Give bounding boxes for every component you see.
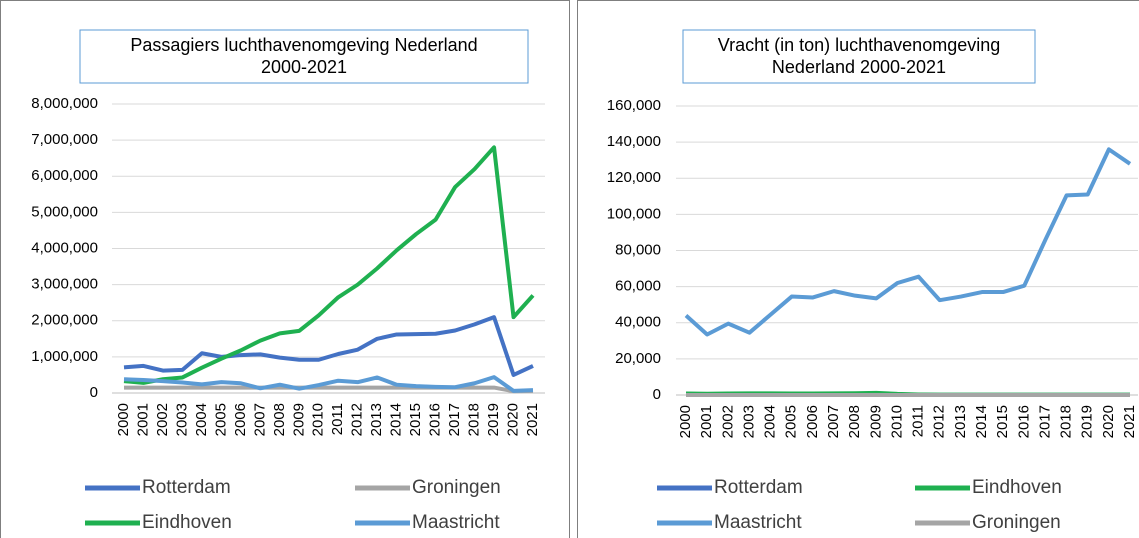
x-tick-label: 2010 xyxy=(310,403,327,436)
x-tick-label: 2013 xyxy=(952,405,969,438)
y-tick-label: 4,000,000 xyxy=(31,239,98,256)
y-tick-label: 60,000 xyxy=(615,278,661,295)
y-tick-label: 80,000 xyxy=(615,241,661,258)
x-tick-label: 2003 xyxy=(173,403,190,436)
x-tick-label: 2019 xyxy=(485,403,502,436)
x-tick-label: 2008 xyxy=(846,405,863,438)
chart-title: 2000-2021 xyxy=(261,57,347,77)
x-tick-label: 2009 xyxy=(867,405,884,438)
y-tick-label: 160,000 xyxy=(607,97,661,114)
y-tick-label: 140,000 xyxy=(607,133,661,150)
x-tick-label: 2017 xyxy=(446,403,463,436)
y-tick-label: 6,000,000 xyxy=(31,167,98,184)
y-tick-label: 120,000 xyxy=(607,169,661,186)
x-tick-label: 2018 xyxy=(466,403,483,436)
legend-label: Rotterdam xyxy=(142,477,231,498)
x-tick-label: 2001 xyxy=(134,403,151,436)
series-line xyxy=(123,145,535,385)
x-tick-label: 2004 xyxy=(762,405,779,438)
x-tick-label: 2007 xyxy=(825,405,842,438)
x-tick-label: 2016 xyxy=(1015,405,1032,438)
y-tick-label: 3,000,000 xyxy=(31,276,98,293)
x-tick-label: 2002 xyxy=(719,405,736,438)
legend-label: Eindhoven xyxy=(142,512,232,533)
x-tick-label: 2021 xyxy=(524,403,541,436)
title-box xyxy=(79,29,529,84)
x-tick-label: 2006 xyxy=(232,403,249,436)
y-tick-label: 40,000 xyxy=(615,314,661,331)
x-tick-label: 2020 xyxy=(1100,405,1117,438)
x-tick-label: 2000 xyxy=(677,405,694,438)
x-tick-label: 2015 xyxy=(407,403,424,436)
x-tick-label: 2011 xyxy=(910,405,927,437)
series-line xyxy=(123,315,534,377)
panel-border xyxy=(577,0,1139,538)
series-line xyxy=(123,375,534,393)
y-tick-label: 2,000,000 xyxy=(31,312,98,329)
chart-title: Passagiers luchthavenomgeving Nederland xyxy=(130,35,477,55)
x-tick-label: 2004 xyxy=(193,403,210,436)
x-tick-label: 2017 xyxy=(1036,405,1053,438)
x-tick-label: 2021 xyxy=(1121,405,1138,438)
y-tick-label: 100,000 xyxy=(607,205,661,222)
x-tick-label: 2013 xyxy=(368,403,385,436)
x-tick-label: 2012 xyxy=(931,405,948,438)
x-tick-label: 2011 xyxy=(329,403,346,435)
y-tick-label: 20,000 xyxy=(615,350,661,367)
x-tick-label: 2014 xyxy=(973,405,990,438)
x-tick-label: 2010 xyxy=(888,405,905,438)
x-tick-label: 2006 xyxy=(804,405,821,438)
x-tick-label: 2016 xyxy=(427,403,444,436)
x-tick-label: 2015 xyxy=(994,405,1011,438)
legend-label: Groningen xyxy=(972,512,1061,533)
y-tick-label: 0 xyxy=(653,386,661,403)
x-tick-label: 2019 xyxy=(1079,405,1096,438)
legend-label: Maastricht xyxy=(714,512,802,533)
x-tick-label: 2007 xyxy=(251,403,268,436)
x-tick-label: 2000 xyxy=(115,403,132,436)
x-tick-label: 2002 xyxy=(154,403,171,436)
legend-label: Maastricht xyxy=(412,512,500,533)
y-tick-label: 5,000,000 xyxy=(31,203,98,220)
x-tick-label: 2005 xyxy=(212,403,229,436)
x-tick-label: 2018 xyxy=(1058,405,1075,438)
series-line xyxy=(684,147,1132,337)
y-tick-label: 8,000,000 xyxy=(31,95,98,112)
x-tick-label: 2009 xyxy=(290,403,307,436)
legend-label: Eindhoven xyxy=(972,477,1062,498)
x-tick-label: 2012 xyxy=(349,403,366,436)
chart-title: Vracht (in ton) luchthavenomgeving xyxy=(718,35,1001,55)
legend-label: Rotterdam xyxy=(714,477,803,498)
panel-border xyxy=(0,0,570,538)
x-tick-label: 2003 xyxy=(740,405,757,438)
title-box xyxy=(682,29,1036,84)
x-tick-label: 2020 xyxy=(504,403,521,436)
legend-label: Groningen xyxy=(412,477,501,498)
y-tick-label: 7,000,000 xyxy=(31,131,98,148)
x-tick-label: 2001 xyxy=(698,405,715,438)
y-tick-label: 1,000,000 xyxy=(31,348,98,365)
y-tick-label: 0 xyxy=(90,384,98,401)
x-tick-label: 2008 xyxy=(271,403,288,436)
x-tick-label: 2014 xyxy=(388,403,405,436)
series-line xyxy=(124,385,534,394)
chart-title: Nederland 2000-2021 xyxy=(772,57,946,77)
x-tick-label: 2005 xyxy=(783,405,800,438)
